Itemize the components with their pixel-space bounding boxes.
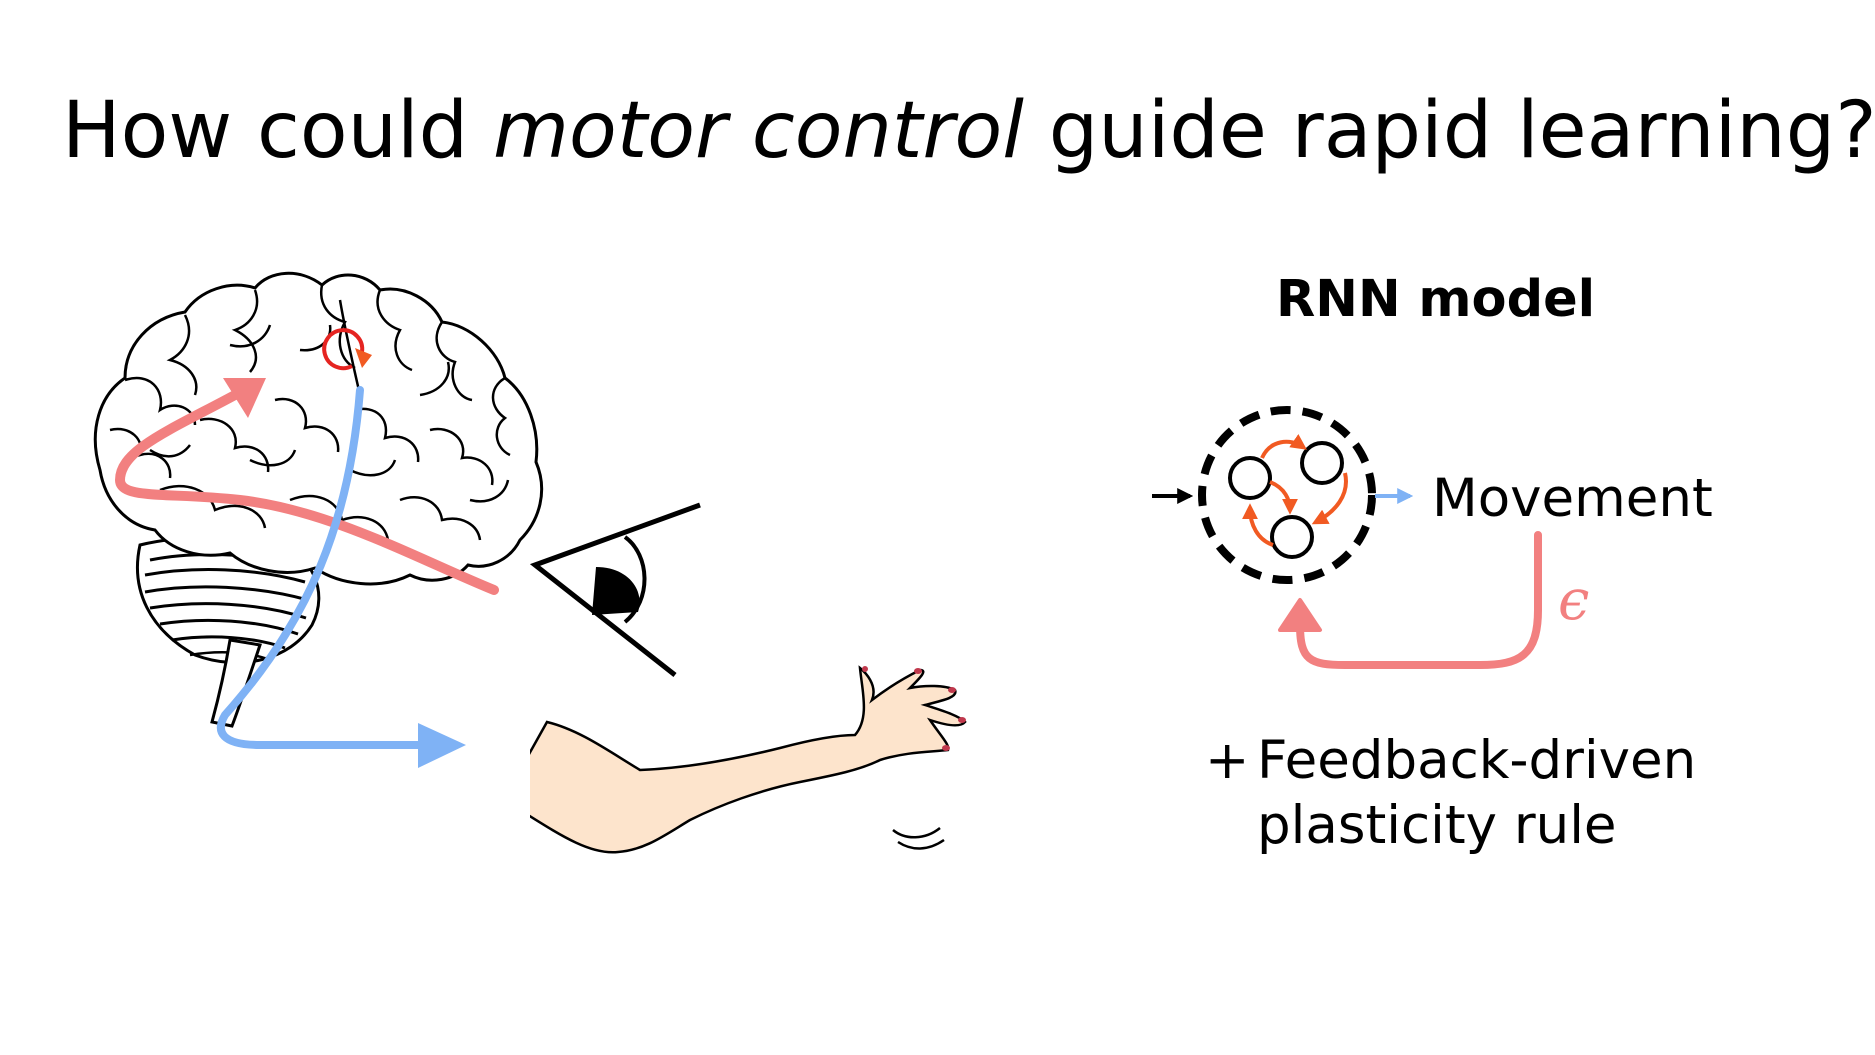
eye-icon — [529, 502, 701, 677]
plasticity-rule-line1: Feedback-driven — [1257, 730, 1697, 791]
cerebrum-outline — [93, 271, 544, 586]
cortical-loop-icon — [322, 328, 372, 371]
rnn-unit — [1300, 441, 1344, 485]
error-symbol: ϵ — [1558, 568, 1590, 633]
recurrent-connections — [1242, 434, 1348, 547]
motion-lines — [892, 826, 945, 850]
plasticity-rule-line2: plasticity rule — [1257, 795, 1617, 856]
brainstem — [210, 638, 262, 728]
motor-command-arrow — [217, 386, 466, 768]
rnn-unit — [1228, 456, 1272, 500]
brain-folds — [109, 284, 511, 541]
plus-sign: + — [1205, 730, 1250, 791]
brain-icon — [93, 271, 544, 768]
arm-icon — [480, 665, 967, 854]
fingernails — [862, 666, 966, 751]
title-prefix: How could — [62, 86, 493, 176]
movement-label: Movement — [1432, 468, 1713, 529]
arm-cutoff-mask — [480, 700, 530, 840]
rnn-boundary — [1198, 406, 1376, 584]
rnn-heading: RNN model — [1276, 270, 1596, 329]
visual-feedback-arrow — [114, 378, 499, 595]
slide-title: How could motor control guide rapid lear… — [62, 92, 1875, 170]
error-feedback-arrow — [1278, 531, 1542, 669]
title-suffix: guide rapid learning? — [1023, 86, 1875, 176]
rnn-unit — [1270, 515, 1314, 559]
title-emphasis: motor control — [492, 86, 1024, 176]
rnn-diagram — [1152, 406, 1542, 669]
